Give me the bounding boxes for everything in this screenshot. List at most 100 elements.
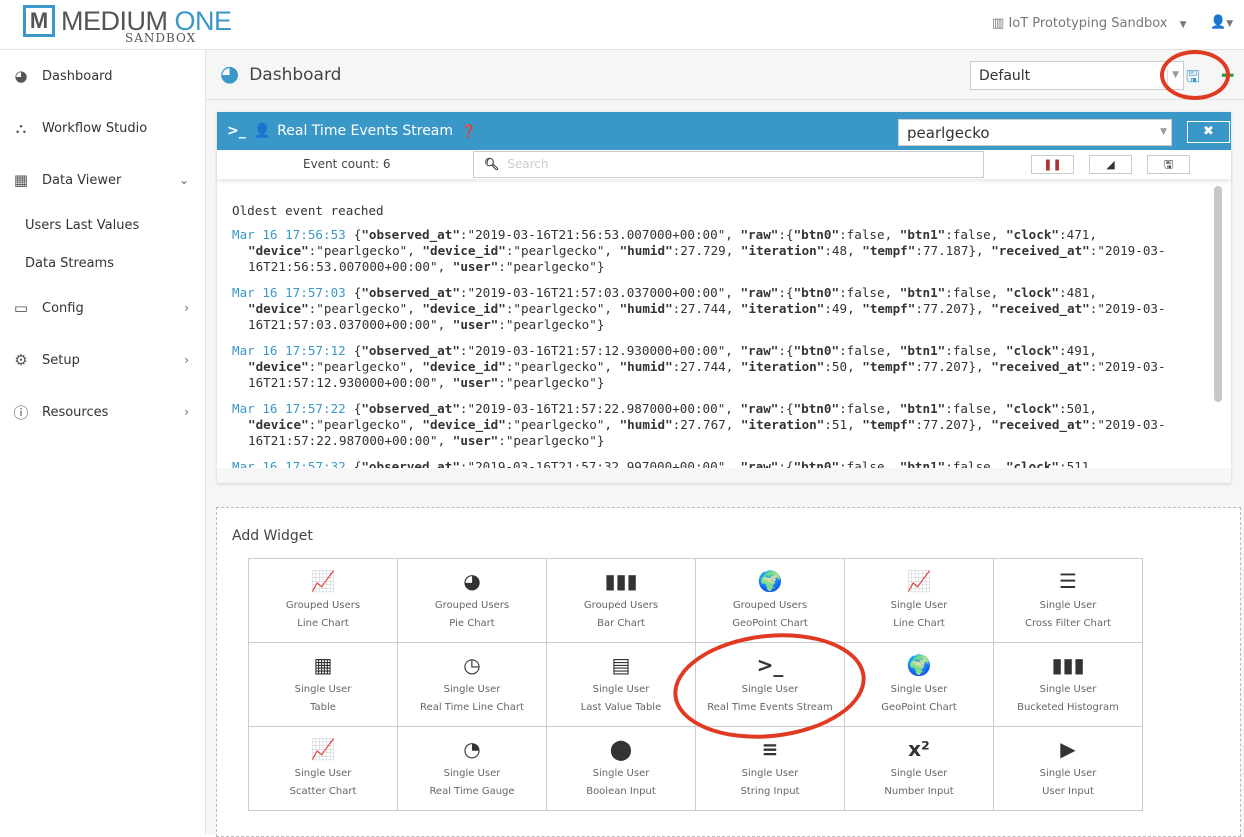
widget-type-icon: >_ xyxy=(756,653,784,677)
widget-option[interactable]: ▦ Single User Table xyxy=(249,643,398,727)
sidebar-item-users-last-values[interactable]: Users Last Values xyxy=(25,217,140,233)
widget-option[interactable]: ≡ Single User String Input xyxy=(696,727,845,811)
event-observed-at: 2019-03-16T21:57:03.037000+00:00 xyxy=(475,285,718,300)
widget-option[interactable]: ◕ Grouped Users Pie Chart xyxy=(398,559,547,643)
widget-option[interactable]: ▮▮▮ Single User Bucketed Histogram xyxy=(994,643,1143,727)
event-user: pearlgecko xyxy=(513,375,590,390)
event-btn0: false xyxy=(846,401,885,416)
close-widget-button[interactable]: ✖ xyxy=(1187,121,1230,143)
event-device-id: pearlgecko xyxy=(521,301,597,316)
widget-option-line2: Real Time Gauge xyxy=(429,786,515,797)
widget-option-line1: Single User xyxy=(294,684,352,695)
scrollbar[interactable] xyxy=(1214,186,1222,402)
gears-icon: ⚙ xyxy=(14,351,28,369)
logo-name-one: ONE xyxy=(174,6,233,36)
widget-option[interactable]: ▮▮▮ Grouped Users Bar Chart xyxy=(547,559,696,643)
sidebar-item-workflow-studio[interactable]: ⛬ Workflow Studio xyxy=(0,102,205,154)
save-events-button[interactable]: 🖫 xyxy=(1147,155,1190,174)
widget-option[interactable]: ◷ Single User Real Time Line Chart xyxy=(398,643,547,727)
widget-type-icon: ▮▮▮ xyxy=(604,569,638,593)
user-icon: 👤 xyxy=(253,123,272,139)
event-iteration: 50 xyxy=(831,359,848,374)
event-btn1: false xyxy=(952,285,991,300)
widget-option[interactable]: >_ Single User Real Time Events Stream xyxy=(696,643,845,727)
widget-option[interactable]: 🌍 Grouped Users GeoPoint Chart xyxy=(696,559,845,643)
event-received-at: 2019-03-16T21:56:53.007000+00:00 xyxy=(248,243,1166,274)
widget-option[interactable]: ⬤ Single User Boolean Input xyxy=(547,727,696,811)
search-input[interactable]: 🔍︎ Search xyxy=(473,151,984,178)
widget-option-line2: Boolean Input xyxy=(586,786,656,797)
widget-type-icon: ◔ xyxy=(463,737,481,761)
new-dashboard-button[interactable]: ✚ xyxy=(1221,66,1234,85)
event-iteration: 49 xyxy=(831,301,848,316)
widget-option[interactable]: ◔ Single User Real Time Gauge xyxy=(398,727,547,811)
logo-name: MEDIUM xyxy=(61,6,175,36)
event-clock: 491 xyxy=(1066,343,1090,358)
help-icon[interactable]: ❓ xyxy=(461,124,476,138)
widget-option-line1: Single User xyxy=(443,684,501,695)
logo-subtitle: SANDBOX xyxy=(125,31,197,45)
widget-type-icon: 📈 xyxy=(310,737,336,761)
widget-option-line2: Line Chart xyxy=(893,618,945,629)
widget-option[interactable]: 📈 Grouped Users Line Chart xyxy=(249,559,398,643)
event-humid: 27.729 xyxy=(680,243,726,258)
widget-option-line1: Single User xyxy=(890,600,948,611)
widget-option-line2: Line Chart xyxy=(297,618,349,629)
event-iteration: 48 xyxy=(831,243,848,258)
event-user: pearlgecko xyxy=(513,259,590,274)
widget-option[interactable]: x² Single User Number Input xyxy=(845,727,994,811)
widget-type-icon: x² xyxy=(908,737,930,761)
pause-button[interactable]: ❚❚ xyxy=(1031,155,1074,174)
widget-option-line2: Scatter Chart xyxy=(289,786,357,797)
event-observed-at: 2019-03-16T21:57:12.930000+00:00 xyxy=(475,343,718,358)
widget-option-line1: Single User xyxy=(741,684,799,695)
user-icon: 👤 xyxy=(1210,15,1227,30)
user-menu[interactable]: 👤▼ xyxy=(1210,15,1233,30)
logo[interactable]: M MEDIUM ONE xyxy=(23,5,232,37)
widget-option[interactable]: ▤ Single User Last Value Table xyxy=(547,643,696,727)
widget-type-icon: 📈 xyxy=(310,569,336,593)
event-btn1: false xyxy=(952,343,991,358)
widget-option-line1: Single User xyxy=(1039,768,1097,779)
sidebar-item-resources[interactable]: ⓘ Resources › xyxy=(0,386,205,438)
event-btn1: false xyxy=(952,401,991,416)
widget-option[interactable]: 📈 Single User Line Chart xyxy=(845,559,994,643)
widget-title: Real Time Events Stream xyxy=(277,123,454,139)
widget-option-line2: Cross Filter Chart xyxy=(1024,618,1111,629)
widget-option-line1: Grouped Users xyxy=(434,600,510,611)
add-widget-label: Add Widget xyxy=(232,528,313,544)
widget-option[interactable]: ▶ Single User User Input xyxy=(994,727,1143,811)
event-entry: Mar 16 17:57:12 {"observed_at":"2019-03-1… xyxy=(232,343,1166,390)
top-bar: M MEDIUM ONE SANDBOX ▥ IoT Prototyping S… xyxy=(0,0,1244,50)
widget-option-line2: User Input xyxy=(1042,786,1094,797)
events-log: Oldest event reached Mar 16 17:56:53 {"ob… xyxy=(217,181,1211,483)
terminal-icon: >_ xyxy=(227,123,246,139)
clear-button[interactable]: ◢ xyxy=(1089,155,1132,174)
save-dashboard-button[interactable]: 🖫 xyxy=(1186,66,1200,93)
widget-option-line1: Single User xyxy=(890,684,948,695)
event-user: pearlgecko xyxy=(513,433,590,448)
sidebar-item-setup[interactable]: ⚙ Setup › xyxy=(0,334,205,386)
user-select[interactable]: pearlgecko ▼ xyxy=(898,119,1172,146)
event-btn0: false xyxy=(846,343,885,358)
sidebar-item-config[interactable]: ▭ Config › xyxy=(0,282,205,334)
event-humid: 27.744 xyxy=(680,301,726,316)
widget-type-icon: ▮▮▮ xyxy=(1051,653,1085,677)
sidebar-item-dashboard[interactable]: ◕ Dashboard xyxy=(0,50,205,102)
event-observed-at: 2019-03-16T21:57:22.987000+00:00 xyxy=(475,401,718,416)
widget-option-line1: Single User xyxy=(592,768,650,779)
event-timestamp: Mar 16 17:57:12 xyxy=(232,343,346,358)
sidebar-item-data-viewer[interactable]: ▦ Data Viewer ⌄ xyxy=(0,154,205,206)
sidebar-item-data-streams[interactable]: Data Streams xyxy=(25,255,114,271)
dashboard-select[interactable]: Default ▼ xyxy=(970,61,1184,90)
logo-mark: M xyxy=(23,5,55,37)
widget-option[interactable]: 🌍 Single User GeoPoint Chart xyxy=(845,643,994,727)
widget-option[interactable]: 📈 Single User Scatter Chart xyxy=(249,727,398,811)
widget-option-line2: Pie Chart xyxy=(449,618,495,629)
event-device-id: pearlgecko xyxy=(521,243,597,258)
events-stream-widget: >_ 👤 Real Time Events Stream ❓ pearlgeck… xyxy=(217,112,1231,483)
event-btn1: false xyxy=(952,227,991,242)
project-selector[interactable]: ▥ IoT Prototyping Sandbox ▼ xyxy=(992,16,1187,31)
widget-option-line1: Grouped Users xyxy=(583,600,659,611)
widget-option[interactable]: ☰ Single User Cross Filter Chart xyxy=(994,559,1143,643)
